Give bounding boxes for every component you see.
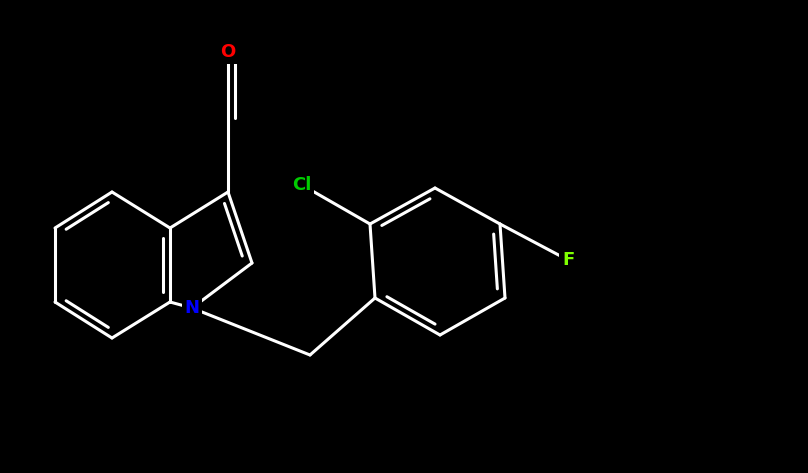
Text: O: O [221,43,236,61]
Text: Cl: Cl [292,176,312,194]
Text: F: F [562,251,574,269]
Text: N: N [184,299,200,317]
